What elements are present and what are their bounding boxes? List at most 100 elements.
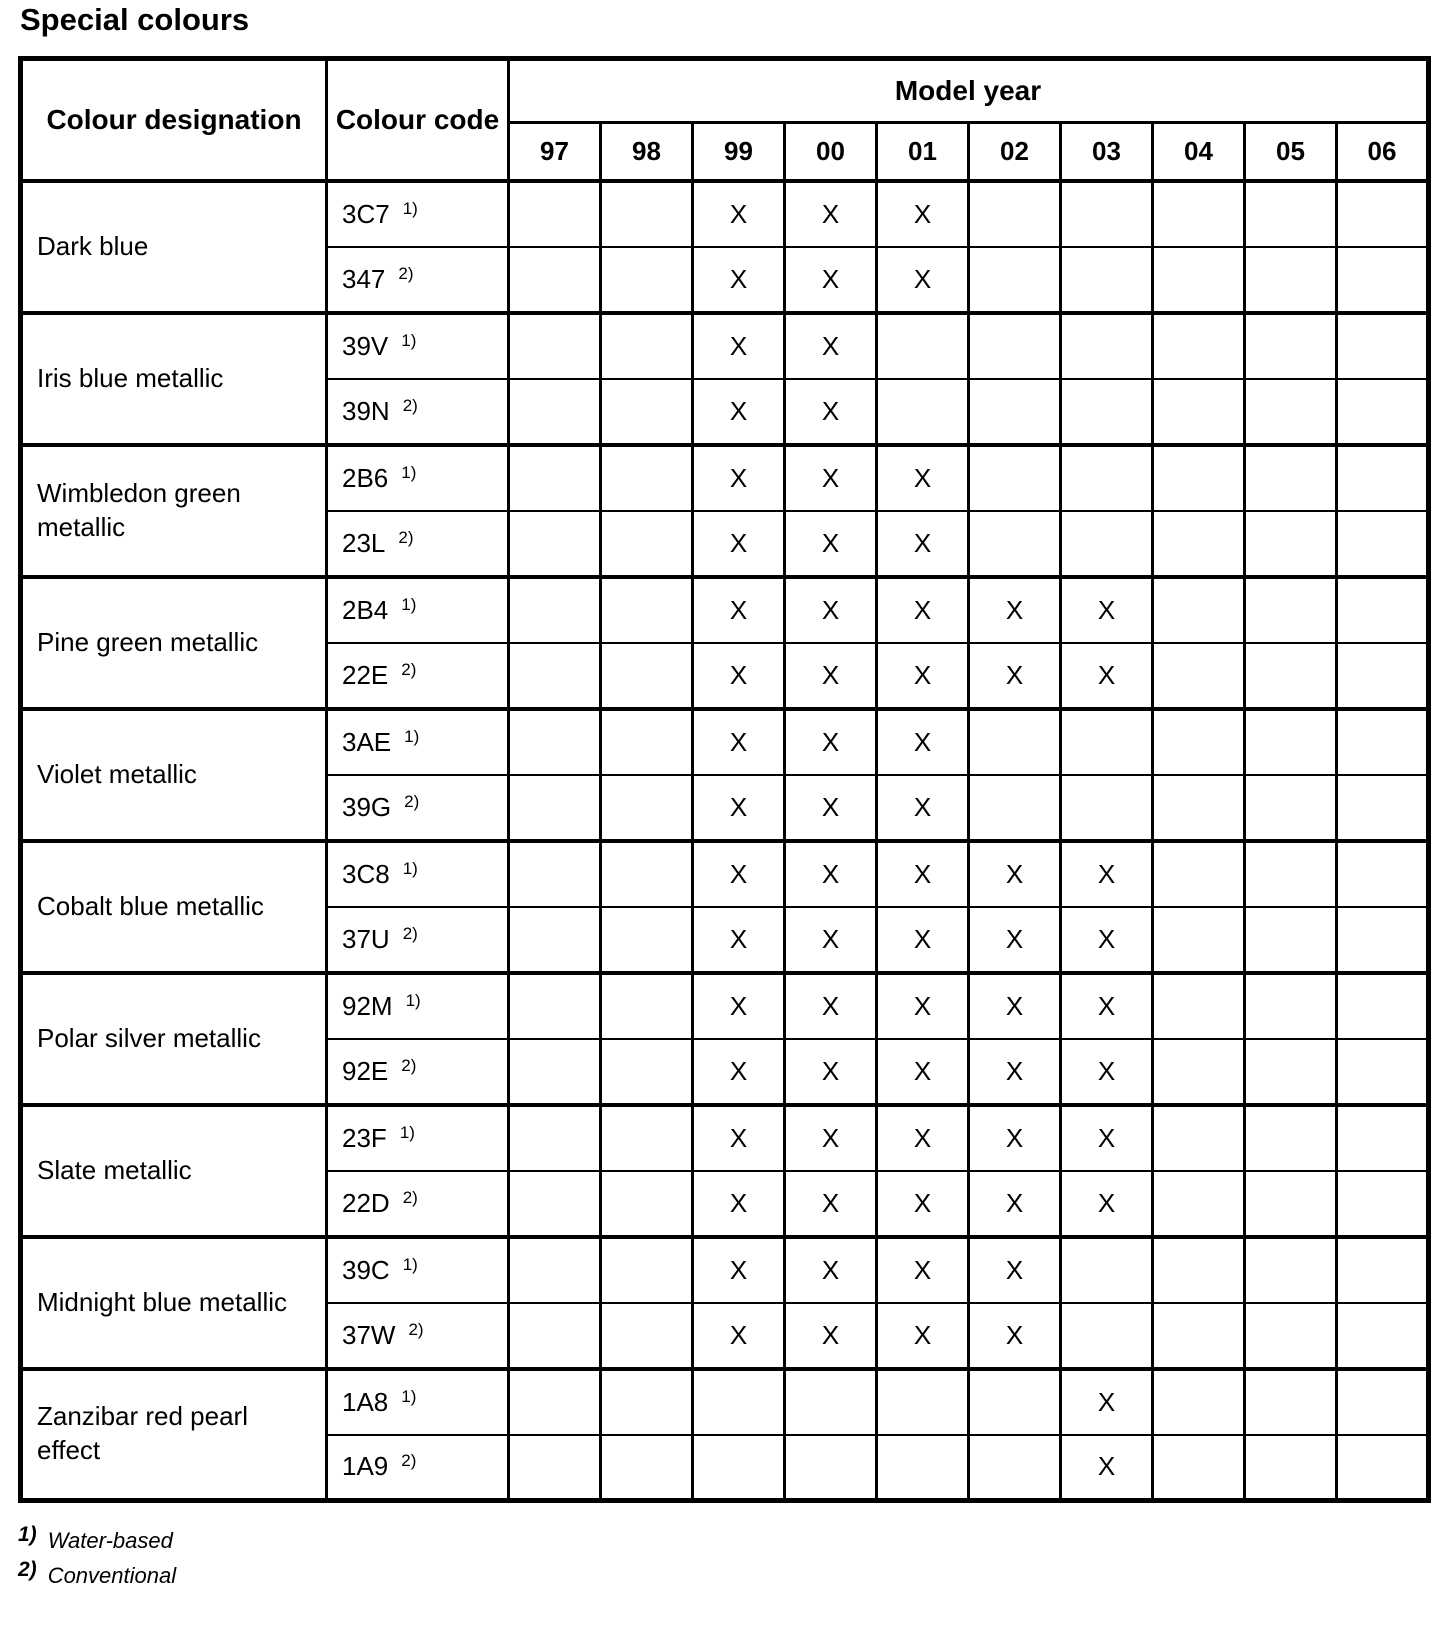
availability-mark-cell: X (783, 310, 878, 380)
header-year-04: 04 (1151, 121, 1246, 183)
colour-code: 39N (342, 395, 390, 426)
empty-cell (507, 245, 602, 314)
availability-mark-cell: X (691, 1102, 786, 1172)
availability-mark-cell: X (875, 773, 970, 842)
empty-cell (599, 838, 694, 908)
colour-code-cell: 3AE 1) (325, 706, 510, 776)
colour-designation-cell: Violet metallic (19, 706, 328, 842)
footnote-ref: 1) (402, 1254, 418, 1274)
empty-cell (507, 773, 602, 842)
empty-cell (1335, 310, 1430, 380)
empty-cell (691, 1366, 786, 1436)
availability-mark-cell: X (967, 1102, 1062, 1172)
footnote-marker: 2) (18, 1558, 37, 1581)
empty-cell (967, 509, 1062, 578)
colour-designation-cell: Cobalt blue metallic (19, 838, 328, 974)
table-row: Slate metallic 23F 1) X X X X X (19, 1102, 1430, 1238)
table-row: 1A9 2) X (21, 1433, 1430, 1502)
footnote-ref: 1) (404, 726, 420, 746)
empty-cell (599, 245, 694, 314)
availability-mark-cell: X (967, 1234, 1062, 1304)
colour-code: 23F (342, 1122, 387, 1153)
footnote-ref: 2) (398, 527, 414, 547)
availability-mark-cell: X (967, 838, 1062, 908)
header-colour-code: Colour code (325, 57, 510, 183)
colour-code: 39V (342, 330, 389, 361)
footnote-ref: 2) (402, 395, 418, 415)
availability-mark-cell: X (875, 706, 970, 776)
empty-cell (691, 1433, 786, 1502)
footnote-ref: 1) (401, 594, 417, 614)
colour-designation-cell: Zanzibar red pearl effect (19, 1366, 328, 1502)
availability-mark-cell: X (875, 1102, 970, 1172)
colour-code-cell: 22D 2) (325, 1169, 510, 1238)
colour-code-cell: 22E 2) (325, 641, 510, 710)
empty-cell (1243, 1169, 1338, 1238)
empty-cell (507, 377, 602, 446)
empty-cell (1335, 574, 1430, 644)
colour-code: 1A8 (342, 1386, 389, 1417)
table-row: 22D 2) X X X X X (21, 1169, 1430, 1238)
empty-cell (1151, 1037, 1246, 1106)
colour-code: 37W (342, 1319, 396, 1350)
empty-cell (1059, 773, 1154, 842)
availability-mark-cell: X (783, 706, 878, 776)
availability-mark-cell: X (783, 509, 878, 578)
colour-code-cell: 37U 2) (325, 905, 510, 974)
availability-mark-cell: X (875, 1037, 970, 1106)
availability-mark-cell: X (1059, 1366, 1154, 1436)
colour-code: 2B4 (342, 594, 389, 625)
header-years-row: 97 98 99 00 01 02 03 04 05 06 (21, 121, 1430, 183)
footnote-ref: 2) (402, 923, 418, 943)
colour-designation-cell: Pine green metallic (19, 574, 328, 710)
availability-mark-cell: X (691, 838, 786, 908)
availability-mark-cell: X (875, 970, 970, 1040)
colour-designation-cell: Dark blue (19, 178, 328, 314)
availability-mark-cell: X (783, 1102, 878, 1172)
availability-mark-cell: X (783, 442, 878, 512)
empty-cell (875, 1433, 970, 1502)
footnote-text: Conventional (47, 1563, 177, 1588)
empty-cell (599, 1301, 694, 1370)
empty-cell (1151, 509, 1246, 578)
availability-mark-cell: X (783, 1234, 878, 1304)
empty-cell (1151, 838, 1246, 908)
availability-mark-cell: X (783, 574, 878, 644)
table-row: Wimbledon green metallic 2B6 1) X X X (19, 442, 1430, 578)
empty-cell (1151, 1433, 1246, 1502)
availability-mark-cell: X (691, 442, 786, 512)
availability-mark-cell: X (783, 773, 878, 842)
colour-code-cell: 39C 1) (325, 1234, 510, 1304)
empty-cell (783, 1433, 878, 1502)
header-year-02: 02 (967, 121, 1062, 183)
availability-mark-cell: X (967, 1037, 1062, 1106)
colour-code: 3AE (342, 726, 392, 757)
empty-cell (1151, 905, 1246, 974)
availability-mark-cell: X (691, 310, 786, 380)
availability-mark-cell: X (691, 706, 786, 776)
empty-cell (967, 1433, 1062, 1502)
empty-cell (783, 1366, 878, 1436)
colour-code-cell: 2B4 1) (325, 574, 510, 644)
availability-mark-cell: X (691, 509, 786, 578)
empty-cell (599, 1234, 694, 1304)
colour-code-cell: 23L 2) (325, 509, 510, 578)
table-row: Cobalt blue metallic 3C8 1) X X X X X (19, 838, 1430, 974)
table-row: Pine green metallic 2B4 1) X X X X X (19, 574, 1430, 710)
empty-cell (599, 377, 694, 446)
empty-cell (599, 1037, 694, 1106)
header-year-98: 98 (599, 121, 694, 183)
table-row: Dark blue 3C7 1) X X X (19, 178, 1430, 314)
empty-cell (1243, 1102, 1338, 1172)
availability-mark-cell: X (691, 574, 786, 644)
empty-cell (507, 178, 602, 248)
empty-cell (1335, 178, 1430, 248)
colour-code: 39C (342, 1254, 390, 1285)
footnote-text: Water-based (47, 1528, 173, 1553)
colour-code: 1A9 (342, 1451, 389, 1482)
special-colours-table: Colour designation Colour code Model yea… (18, 56, 1431, 1503)
colour-code: 92M (342, 990, 393, 1021)
empty-cell (1059, 377, 1154, 446)
empty-cell (1243, 574, 1338, 644)
empty-cell (1335, 245, 1430, 314)
